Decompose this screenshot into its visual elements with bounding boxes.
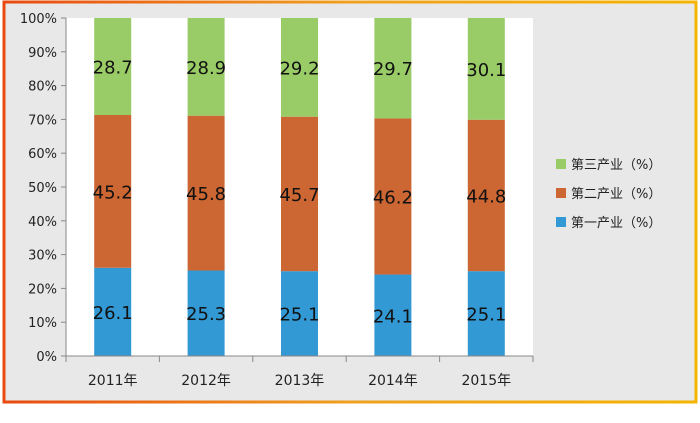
x-tick-label: 2015年 xyxy=(461,373,511,389)
data-label: 25.1 xyxy=(466,305,506,326)
legend-label: 第一产业（%） xyxy=(571,216,661,231)
bar-segment-1 xyxy=(281,271,318,356)
bar-segment-1 xyxy=(94,267,132,356)
data-label: 24.1 xyxy=(373,306,413,327)
data-label: 45.7 xyxy=(279,185,319,206)
data-label: 25.1 xyxy=(279,305,319,326)
data-label: 26.1 xyxy=(93,303,133,324)
bar-segment-2 xyxy=(94,115,132,268)
y-tick-label: 90% xyxy=(28,46,57,61)
data-label: 28.7 xyxy=(93,58,133,79)
bar-segment-3 xyxy=(94,18,132,116)
x-tick-label: 2011年 xyxy=(88,373,138,389)
y-tick-label: 20% xyxy=(28,282,57,297)
x-tick-label: 2012年 xyxy=(181,373,231,389)
data-label: 46.2 xyxy=(373,187,413,208)
x-tick-label: 2013年 xyxy=(275,373,325,389)
x-axis: 2011年 2012年 2013年 2014年 2015年 xyxy=(65,355,534,389)
bar-segment-2 xyxy=(467,119,505,272)
bars-group: 26.1 45.2 28.7 25.3 45.8 28.9 25.1 45.7 29.2 24.1… xyxy=(93,18,506,356)
y-tick-label: 100% xyxy=(20,12,57,27)
data-label: 30.1 xyxy=(466,60,506,81)
legend-swatch xyxy=(556,159,566,169)
y-axis: 0% 10% 20% 30% 40% 50% 60% 70% 80% 90% 100% xyxy=(20,12,67,365)
bar-segment-1 xyxy=(187,270,225,356)
y-tick-label: 40% xyxy=(28,215,57,230)
x-tick-label: 2014年 xyxy=(368,373,418,389)
legend-swatch xyxy=(556,188,566,198)
data-label: 29.2 xyxy=(279,58,319,79)
data-label: 28.9 xyxy=(186,58,226,79)
bar-segment-3 xyxy=(281,18,318,117)
legend: 第三产业（%） 第二产业（%） 第一产业（%） xyxy=(556,158,661,231)
data-label: 29.7 xyxy=(373,59,413,80)
y-tick-label: 60% xyxy=(28,147,57,162)
y-tick-label: 0% xyxy=(36,350,57,365)
data-label: 44.8 xyxy=(466,186,506,207)
bar-segment-3 xyxy=(374,18,412,119)
bar-segment-3 xyxy=(467,18,505,120)
bar-segment-1 xyxy=(467,271,505,356)
y-tick-label: 70% xyxy=(28,113,57,128)
y-tick-label: 50% xyxy=(28,181,57,196)
bar-segment-2 xyxy=(374,118,412,275)
legend-label: 第二产业（%） xyxy=(571,187,661,202)
y-tick-label: 80% xyxy=(28,80,57,95)
legend-swatch xyxy=(556,217,566,227)
data-label: 45.8 xyxy=(186,184,226,205)
bar-segment-1 xyxy=(374,274,412,356)
y-tick-label: 30% xyxy=(28,249,57,264)
data-label: 45.2 xyxy=(93,182,133,203)
bar-segment-2 xyxy=(281,116,318,272)
bar-segment-3 xyxy=(187,18,225,116)
legend-label: 第三产业（%） xyxy=(571,158,661,173)
data-label: 25.3 xyxy=(186,304,226,325)
y-tick-label: 10% xyxy=(28,316,57,331)
bar-segment-2 xyxy=(187,115,225,271)
